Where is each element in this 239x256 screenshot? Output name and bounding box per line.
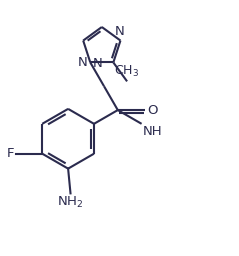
Text: N: N (93, 57, 103, 70)
Text: CH$_3$: CH$_3$ (114, 64, 139, 79)
Text: F: F (7, 147, 14, 160)
Text: NH: NH (143, 125, 163, 138)
Text: NH$_2$: NH$_2$ (57, 195, 84, 210)
Text: N: N (78, 56, 88, 69)
Text: O: O (147, 104, 158, 116)
Text: N: N (115, 25, 125, 38)
